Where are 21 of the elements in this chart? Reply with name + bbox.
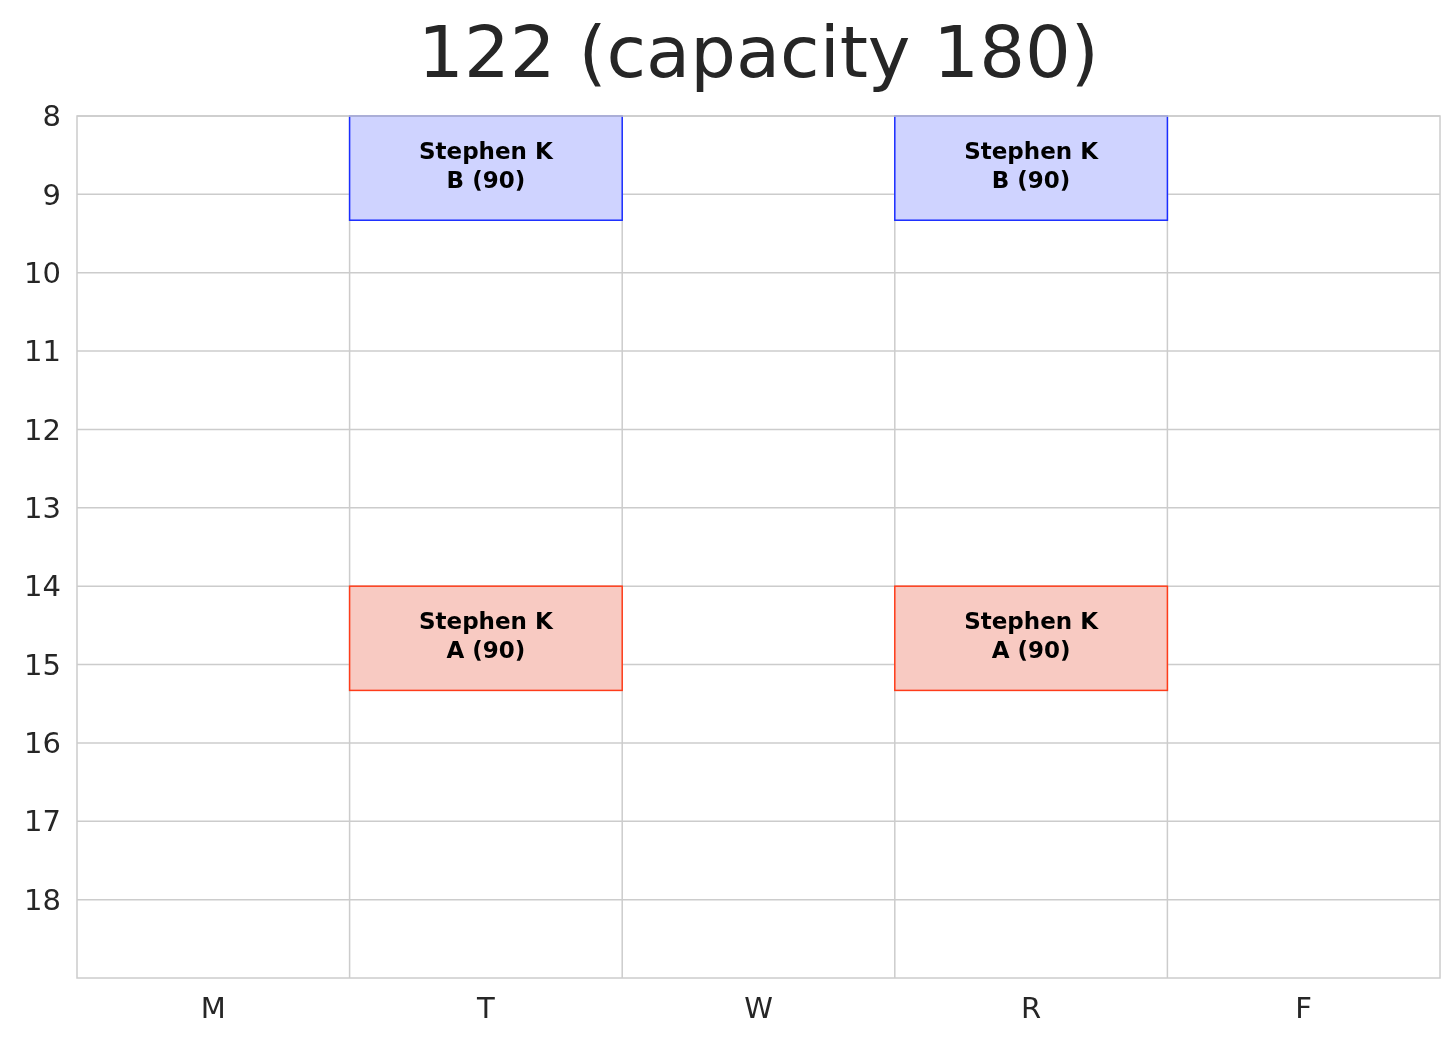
y-tick-label: 8 bbox=[42, 99, 61, 134]
y-tick-label: 16 bbox=[24, 726, 61, 761]
x-tick-label: T bbox=[476, 991, 496, 1025]
x-tick-label: F bbox=[1295, 991, 1313, 1025]
annotation: Stephen K B (90) bbox=[418, 138, 554, 194]
chart-title: 122 (capacity 180) bbox=[418, 10, 1099, 94]
y-tick-label: 13 bbox=[24, 490, 61, 525]
x-tick-label: R bbox=[1021, 991, 1042, 1025]
y-tick-label: 10 bbox=[24, 255, 61, 290]
y-tick-label: 9 bbox=[42, 177, 61, 212]
y-tick-label: 14 bbox=[24, 569, 61, 604]
y-tick-label: 18 bbox=[24, 882, 61, 917]
annotation: Stephen K B (90) bbox=[964, 138, 1100, 194]
y-tick-label: 15 bbox=[24, 647, 61, 682]
x-tick-label: W bbox=[744, 991, 773, 1025]
y-tick-label: 12 bbox=[24, 412, 61, 447]
x-tick-label: M bbox=[200, 991, 226, 1025]
annotation: Stephen K A (90) bbox=[418, 608, 554, 664]
y-tick-label: 17 bbox=[24, 804, 61, 839]
annotation: Stephen K A (90) bbox=[964, 608, 1100, 664]
y-tick-label: 11 bbox=[24, 334, 61, 369]
